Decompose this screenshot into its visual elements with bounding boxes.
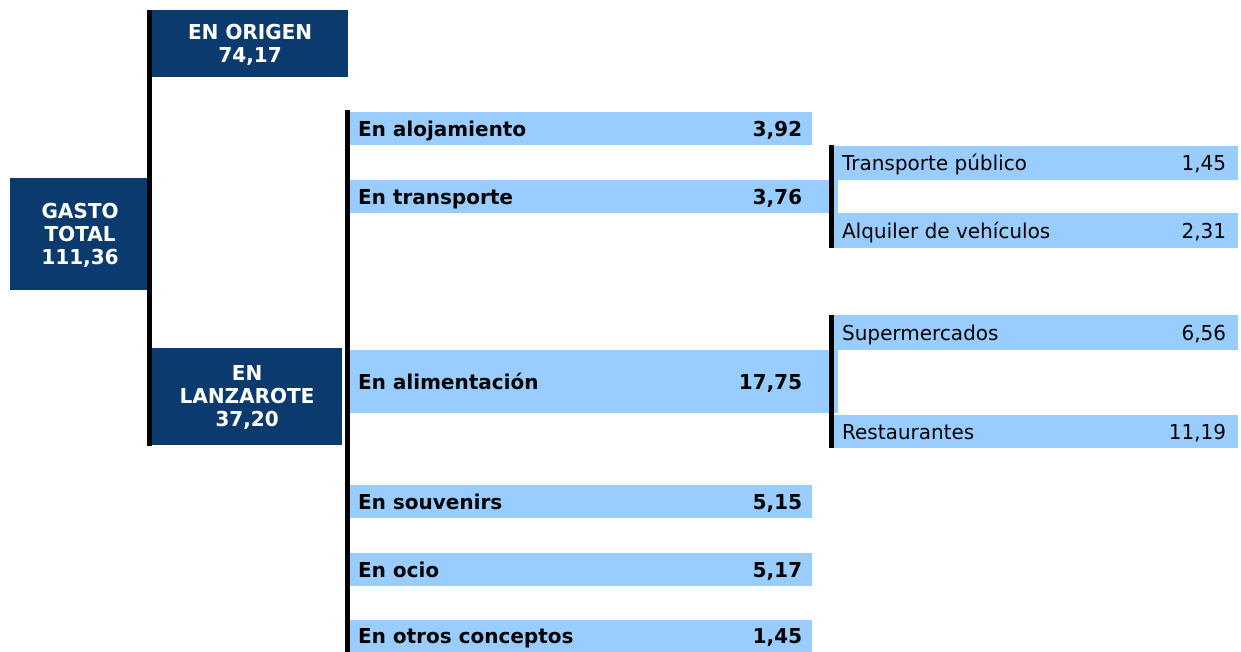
branch-label: EN ORIGEN <box>187 19 313 44</box>
item-value: 17,75 <box>738 369 802 394</box>
item-label: En alimentación <box>358 369 539 394</box>
branch-node: EN LANZAROTE 37,20 <box>152 348 342 445</box>
item-row: En souvenirs 5,15 <box>350 485 812 518</box>
root-node: GASTO TOTAL 111,36 <box>10 178 150 290</box>
item-row: En transporte 3,76 <box>350 180 838 213</box>
subitem-value: 6,56 <box>1181 320 1226 345</box>
connector <box>147 10 152 446</box>
subitem-label: Alquiler de vehículos <box>842 218 1051 243</box>
root-value: 111,36 <box>41 244 119 269</box>
branch-label: EN LANZAROTE <box>179 361 315 408</box>
subitem-label: Transporte público <box>842 151 1027 175</box>
item-row: En ocio 5,17 <box>350 553 812 586</box>
item-label: En alojamiento <box>358 116 527 141</box>
item-row: En alojamiento 3,92 <box>350 112 812 145</box>
item-value: 5,15 <box>752 489 802 514</box>
item-row: En otros conceptos 1,45 <box>350 620 812 652</box>
item-label: En transporte <box>358 184 513 209</box>
item-value: 1,45 <box>752 624 802 648</box>
item-value: 3,76 <box>752 184 802 209</box>
item-row: En alimentación 17,75 <box>350 350 838 413</box>
subitem-value: 11,19 <box>1168 419 1226 444</box>
item-label: En otros conceptos <box>358 624 574 648</box>
connector <box>345 110 350 652</box>
branch-node: EN ORIGEN 74,17 <box>152 10 348 77</box>
subitem-row: Restaurantes 11,19 <box>834 415 1238 448</box>
subitem-value: 2,31 <box>1181 218 1226 243</box>
subitem-row: Alquiler de vehículos 2,31 <box>834 213 1238 248</box>
item-value: 5,17 <box>752 557 802 582</box>
subitem-row: Supermercados 6,56 <box>834 315 1238 350</box>
branch-value: 37,20 <box>215 407 279 431</box>
subitem-label: Supermercados <box>842 320 999 345</box>
connector <box>829 145 834 248</box>
branch-value: 74,17 <box>218 42 282 67</box>
subitem-row: Transporte público 1,45 <box>834 146 1238 180</box>
root-label: GASTO TOTAL <box>41 198 119 246</box>
subitem-value: 1,45 <box>1181 151 1226 175</box>
item-label: En ocio <box>358 557 440 582</box>
subitem-label: Restaurantes <box>842 419 975 444</box>
item-label: En souvenirs <box>358 489 503 514</box>
connector <box>829 315 834 448</box>
item-value: 3,92 <box>752 116 802 141</box>
